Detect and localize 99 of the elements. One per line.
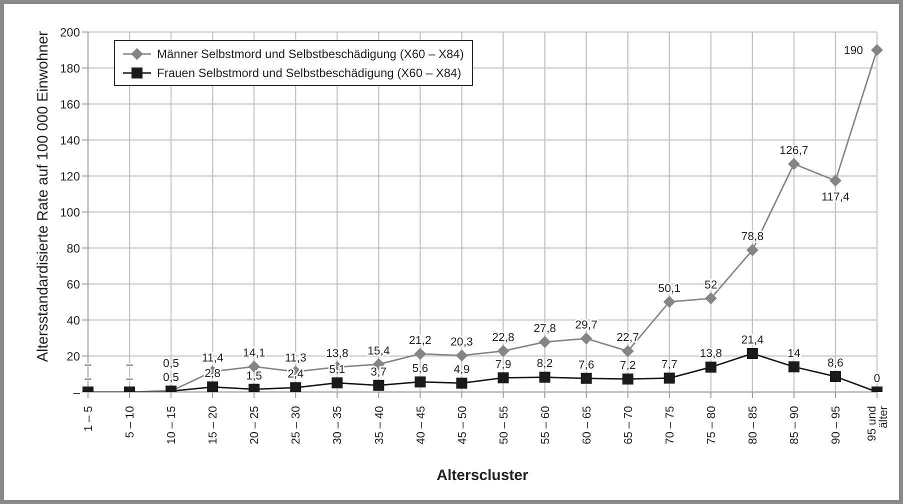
- point: [539, 372, 550, 383]
- x-tick-label: 20 – 25: [249, 406, 262, 444]
- data-label: 22,8: [492, 332, 514, 344]
- point: [664, 372, 675, 384]
- data-label: 20,3: [450, 336, 473, 348]
- y-tick-label: 180: [60, 61, 80, 76]
- y-tick-label: 20: [66, 349, 80, 364]
- point: [414, 376, 426, 388]
- x-tick-label: 65 – 70: [622, 406, 635, 444]
- point: [663, 296, 676, 308]
- x-tick-label: 45 – 50: [456, 406, 469, 444]
- data-label: 29,7: [575, 320, 598, 332]
- point: [538, 336, 551, 348]
- point: [332, 377, 343, 388]
- point: [830, 371, 841, 382]
- point: [497, 344, 510, 357]
- data-label: 2,8: [204, 368, 221, 380]
- point: [705, 362, 716, 373]
- y-tick-label: 160: [60, 97, 80, 112]
- data-label: 4,9: [454, 364, 470, 376]
- data-label: 15,4: [367, 345, 390, 358]
- point: [580, 332, 592, 345]
- data-label: 7,7: [661, 359, 678, 372]
- point: [746, 348, 758, 359]
- data-label: 13,8: [326, 348, 348, 360]
- point: [788, 361, 800, 372]
- data-label: 11,4: [202, 352, 224, 364]
- y-tick-label: 80: [66, 241, 80, 256]
- data-label: 126,7: [780, 144, 808, 157]
- x-tick-label: 30 – 35: [332, 406, 344, 444]
- x-tick-label: 15 – 20: [208, 406, 220, 444]
- data-label: 7,9: [495, 358, 512, 371]
- point: [622, 345, 634, 358]
- point: [414, 348, 426, 360]
- y-tick-label: 40: [66, 313, 80, 328]
- data-label: 21,4: [741, 334, 764, 346]
- data-label: 14: [788, 348, 801, 360]
- point: [456, 378, 468, 389]
- x-tick-label: 75 – 80: [706, 406, 718, 444]
- point: [207, 381, 218, 392]
- y-tick-label: –: [73, 385, 80, 400]
- x-tick-label: 1 – 5: [83, 406, 96, 432]
- y-tick-label: 100: [60, 205, 80, 220]
- x-tick-label: 70 – 75: [664, 406, 676, 444]
- data-label: 0,5: [163, 372, 180, 384]
- y-tick-label: 120: [60, 169, 80, 184]
- data-label: –: [84, 373, 92, 385]
- point: [622, 374, 634, 385]
- data-label: 1,5: [246, 370, 262, 382]
- point: [373, 380, 384, 391]
- x-tick-label: 90 – 95: [830, 406, 843, 444]
- point: [829, 174, 842, 187]
- point: [456, 349, 468, 362]
- point: [498, 372, 509, 384]
- data-label: 22,7: [616, 332, 640, 344]
- point: [871, 44, 883, 56]
- data-label: 27,8: [534, 322, 556, 335]
- data-label: 190: [844, 45, 863, 57]
- x-tick-label: 80 – 85: [748, 406, 760, 444]
- x-tick-label: 55 – 60: [540, 406, 552, 444]
- data-label: 117,4: [822, 192, 850, 204]
- y-tick-label: 60: [66, 277, 80, 292]
- data-label: 8,6: [827, 358, 844, 370]
- legend-label: Männer Selbstmord und Selbstbeschädigung (X60 – X84): [157, 46, 464, 60]
- x-tick-label: 50 – 55: [498, 406, 510, 444]
- point: [290, 382, 302, 392]
- point: [746, 244, 758, 256]
- data-label: 50,1: [658, 282, 681, 295]
- point: [580, 372, 592, 384]
- x-tick-label: 95 und älter: [866, 406, 890, 442]
- data-label: 13,8: [700, 348, 722, 360]
- data-label: 7,6: [578, 359, 594, 372]
- x-tick-label: 25 – 30: [290, 406, 303, 444]
- data-label: –: [126, 359, 134, 371]
- data-label: 3,7: [370, 366, 387, 378]
- x-tick-label: 10 – 15: [166, 406, 178, 444]
- data-label: 5,6: [412, 362, 428, 375]
- data-label: 11,3: [284, 352, 306, 365]
- x-tick-label: 60 – 65: [581, 406, 594, 444]
- data-label: 0: [874, 373, 880, 385]
- data-label: 14,1: [242, 348, 266, 360]
- point: [704, 292, 717, 304]
- data-label: 7,2: [620, 360, 636, 372]
- x-tick-label: 5 – 10: [124, 406, 137, 438]
- data-label: 8,2: [536, 358, 553, 370]
- point: [788, 158, 800, 170]
- x-axis-title: Alterscluster: [436, 467, 529, 484]
- data-label: 21,2: [409, 334, 432, 347]
- y-axis-title: Altersstandardisierte Rate auf 100 000 Einwohner: [34, 30, 52, 362]
- data-label: 52: [704, 279, 718, 292]
- y-tick-label: 140: [60, 133, 80, 148]
- data-label: –: [84, 359, 92, 371]
- x-tick-label: 85 – 90: [789, 406, 802, 444]
- data-label: 0,5: [163, 358, 180, 370]
- data-label: –: [126, 373, 134, 385]
- legend-label: Frauen Selbstmord und Selbstbeschädigung (X60 – X84): [157, 66, 462, 80]
- x-tick-label: 40 – 45: [415, 406, 428, 444]
- y-tick-label: 200: [60, 25, 80, 40]
- x-tick-label: 35 – 40: [374, 406, 386, 444]
